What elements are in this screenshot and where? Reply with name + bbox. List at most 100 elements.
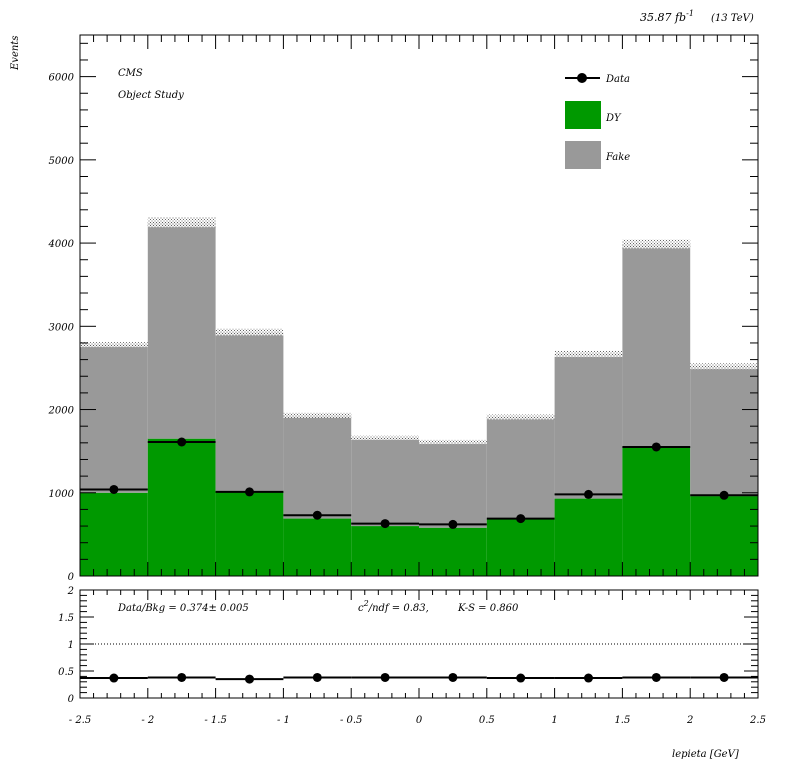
- lumi-label: 35.87 fb-1: [640, 9, 694, 24]
- x-tick-label: - 1.5: [204, 715, 226, 726]
- uncertainty-box: [215, 328, 284, 336]
- legend-data-label: Data: [605, 74, 630, 85]
- y-tick-label: 6000: [49, 73, 75, 84]
- fake-bar: [283, 415, 352, 519]
- data-points: [80, 437, 758, 529]
- main-axes: 0 1000 2000 3000 4000 5000 6000: [48, 35, 759, 583]
- y-tick-label: 5000: [49, 156, 75, 167]
- uncertainty-box: [283, 412, 352, 418]
- ratio-point: [109, 673, 119, 683]
- dy-bar: [690, 496, 758, 576]
- y-tick-label: 4000: [48, 239, 75, 250]
- data-point: [448, 519, 458, 529]
- uncertainty-box: [622, 239, 691, 249]
- ratio-points: [80, 672, 758, 684]
- fake-bar: [215, 332, 284, 492]
- x-tick-label: 2.5: [749, 715, 766, 726]
- data-point: [651, 442, 661, 452]
- x-tick-label: - 2: [141, 715, 154, 726]
- ratio-data-bkg-text: Data/Bkg = 0.374± 0.005: [117, 603, 249, 614]
- stacked-bars: [80, 222, 758, 576]
- data-point: [109, 484, 119, 494]
- ratio-point: [380, 672, 390, 682]
- energy-label: (13 TeV): [711, 13, 754, 24]
- uncertainty-box: [80, 342, 148, 348]
- x-tick-label: - 2.5: [69, 715, 91, 726]
- ratio-ks-text: K-S = 0.860: [457, 603, 519, 614]
- data-point: [177, 437, 187, 447]
- x-tick-label: 1.5: [614, 715, 630, 726]
- dy-bar: [215, 491, 284, 576]
- dy-bar: [80, 492, 148, 576]
- fake-bar: [690, 366, 758, 497]
- dy-bar: [283, 518, 352, 576]
- y-axis-title: Events: [10, 36, 21, 71]
- data-point: [516, 514, 526, 524]
- dy-bar: [622, 446, 691, 576]
- ratio-y-tick-label: 2: [67, 586, 74, 597]
- dy-bar: [147, 438, 216, 576]
- data-point: [584, 489, 593, 499]
- ratio-point: [177, 672, 187, 682]
- fake-bar: [419, 441, 487, 528]
- legend-dy-swatch: [565, 101, 601, 129]
- experiment-label: CMS: [118, 68, 143, 79]
- fake-bar: [351, 437, 419, 527]
- fake-bar: [622, 243, 691, 447]
- ratio-point: [651, 672, 661, 682]
- dy-bar: [419, 527, 487, 576]
- dy-bar: [351, 526, 419, 576]
- study-label: Object Study: [118, 90, 184, 101]
- dy-bar: [486, 519, 555, 576]
- x-tick-label: 0: [416, 715, 423, 726]
- y-tick-label: 3000: [49, 322, 75, 333]
- ratio-point: [448, 672, 458, 682]
- ratio-chi2-text: c2/ndf = 0.83,: [358, 599, 429, 614]
- legend-data-marker: [577, 73, 587, 83]
- uncertainty-box: [147, 217, 216, 228]
- ratio-y-tick-label: 1: [68, 640, 74, 651]
- x-axis-title: lepieta [GeV]: [672, 749, 739, 760]
- fake-bar: [147, 222, 216, 439]
- main-panel: 0 1000 2000 3000 4000 5000 6000: [48, 34, 759, 583]
- ratio-point: [584, 673, 593, 683]
- fake-bar: [554, 353, 623, 499]
- ratio-frame: [79, 589, 759, 699]
- x-tick-labels: - 2.5 - 2 - 1.5 - 1 - 0.5 0 0.5 1 1.5 2 2.5: [69, 715, 766, 726]
- legend-fake-swatch: [565, 141, 601, 169]
- uncertainty-box: [690, 363, 758, 370]
- uncertainty-box: [554, 350, 623, 358]
- ratio-panel: 0 0.5 1 1.5 2: [58, 586, 759, 705]
- ratio-point: [719, 672, 729, 682]
- x-tick-label: 0.5: [479, 715, 495, 726]
- data-point: [245, 487, 254, 497]
- ratio-y-tick-label: 0: [68, 694, 75, 705]
- y-tick-label: 1000: [49, 489, 75, 500]
- dy-bar: [554, 498, 623, 576]
- ratio-point: [245, 674, 254, 684]
- legend: Data DY Fake: [565, 73, 630, 169]
- ratio-point: [312, 672, 322, 682]
- x-tick-label: - 1: [277, 715, 290, 726]
- data-point: [380, 519, 390, 529]
- legend-fake-label: Fake: [605, 152, 630, 163]
- x-tick-label: 1: [551, 715, 557, 726]
- data-point: [312, 510, 322, 520]
- uncertainty-box: [419, 439, 487, 445]
- uncertainty-box: [486, 414, 555, 420]
- uncertainty-band: [80, 217, 758, 445]
- y-tick-label: 0: [68, 572, 75, 583]
- uncertainty-box: [351, 435, 419, 440]
- y-tick-label: 2000: [48, 406, 75, 417]
- main-frame: [79, 34, 759, 577]
- ratio-y-tick-label: 1.5: [58, 613, 74, 624]
- legend-dy-label: DY: [605, 113, 622, 124]
- ratio-y-tick-label: 0.5: [58, 667, 74, 678]
- fake-bar: [80, 344, 148, 493]
- x-tick-label: - 0.5: [340, 715, 362, 726]
- fake-bar: [486, 417, 555, 520]
- data-point: [719, 490, 729, 500]
- x-tick-label: 2: [686, 715, 693, 726]
- ratio-point: [516, 673, 526, 683]
